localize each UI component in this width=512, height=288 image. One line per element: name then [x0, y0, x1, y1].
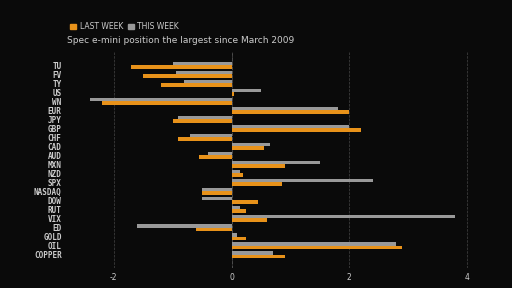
- Bar: [179, 116, 231, 119]
- Bar: [184, 80, 231, 83]
- Bar: [137, 224, 231, 228]
- Bar: [231, 209, 246, 213]
- Bar: [231, 200, 258, 204]
- Bar: [90, 98, 231, 101]
- Bar: [231, 89, 261, 92]
- Bar: [231, 128, 361, 132]
- Bar: [132, 65, 231, 69]
- Bar: [176, 71, 231, 74]
- Bar: [231, 107, 337, 110]
- Legend: LAST WEEK, THIS WEEK: LAST WEEK, THIS WEEK: [70, 22, 178, 31]
- Bar: [202, 197, 231, 200]
- Bar: [202, 188, 231, 192]
- Bar: [231, 246, 402, 249]
- Bar: [199, 155, 231, 159]
- Bar: [231, 173, 243, 177]
- Bar: [231, 146, 264, 150]
- Bar: [231, 179, 373, 182]
- Bar: [190, 134, 231, 137]
- Bar: [231, 219, 267, 222]
- Bar: [161, 83, 231, 87]
- Bar: [143, 74, 231, 77]
- Bar: [231, 125, 349, 128]
- Bar: [173, 119, 231, 123]
- Bar: [231, 251, 273, 255]
- Bar: [173, 62, 231, 65]
- Bar: [231, 92, 234, 96]
- Bar: [102, 101, 231, 105]
- Bar: [231, 242, 396, 246]
- Bar: [231, 206, 240, 209]
- Bar: [231, 143, 270, 146]
- Bar: [231, 110, 349, 114]
- Bar: [231, 233, 238, 236]
- Bar: [231, 161, 320, 164]
- Bar: [231, 215, 455, 219]
- Text: Spec e-mini position the largest since March 2009: Spec e-mini position the largest since M…: [67, 36, 294, 45]
- Bar: [202, 192, 231, 195]
- Bar: [179, 137, 231, 141]
- Bar: [231, 182, 282, 186]
- Bar: [196, 228, 231, 231]
- Bar: [231, 164, 285, 168]
- Bar: [231, 255, 285, 258]
- Bar: [231, 170, 240, 173]
- Bar: [231, 236, 246, 240]
- Bar: [208, 152, 231, 155]
